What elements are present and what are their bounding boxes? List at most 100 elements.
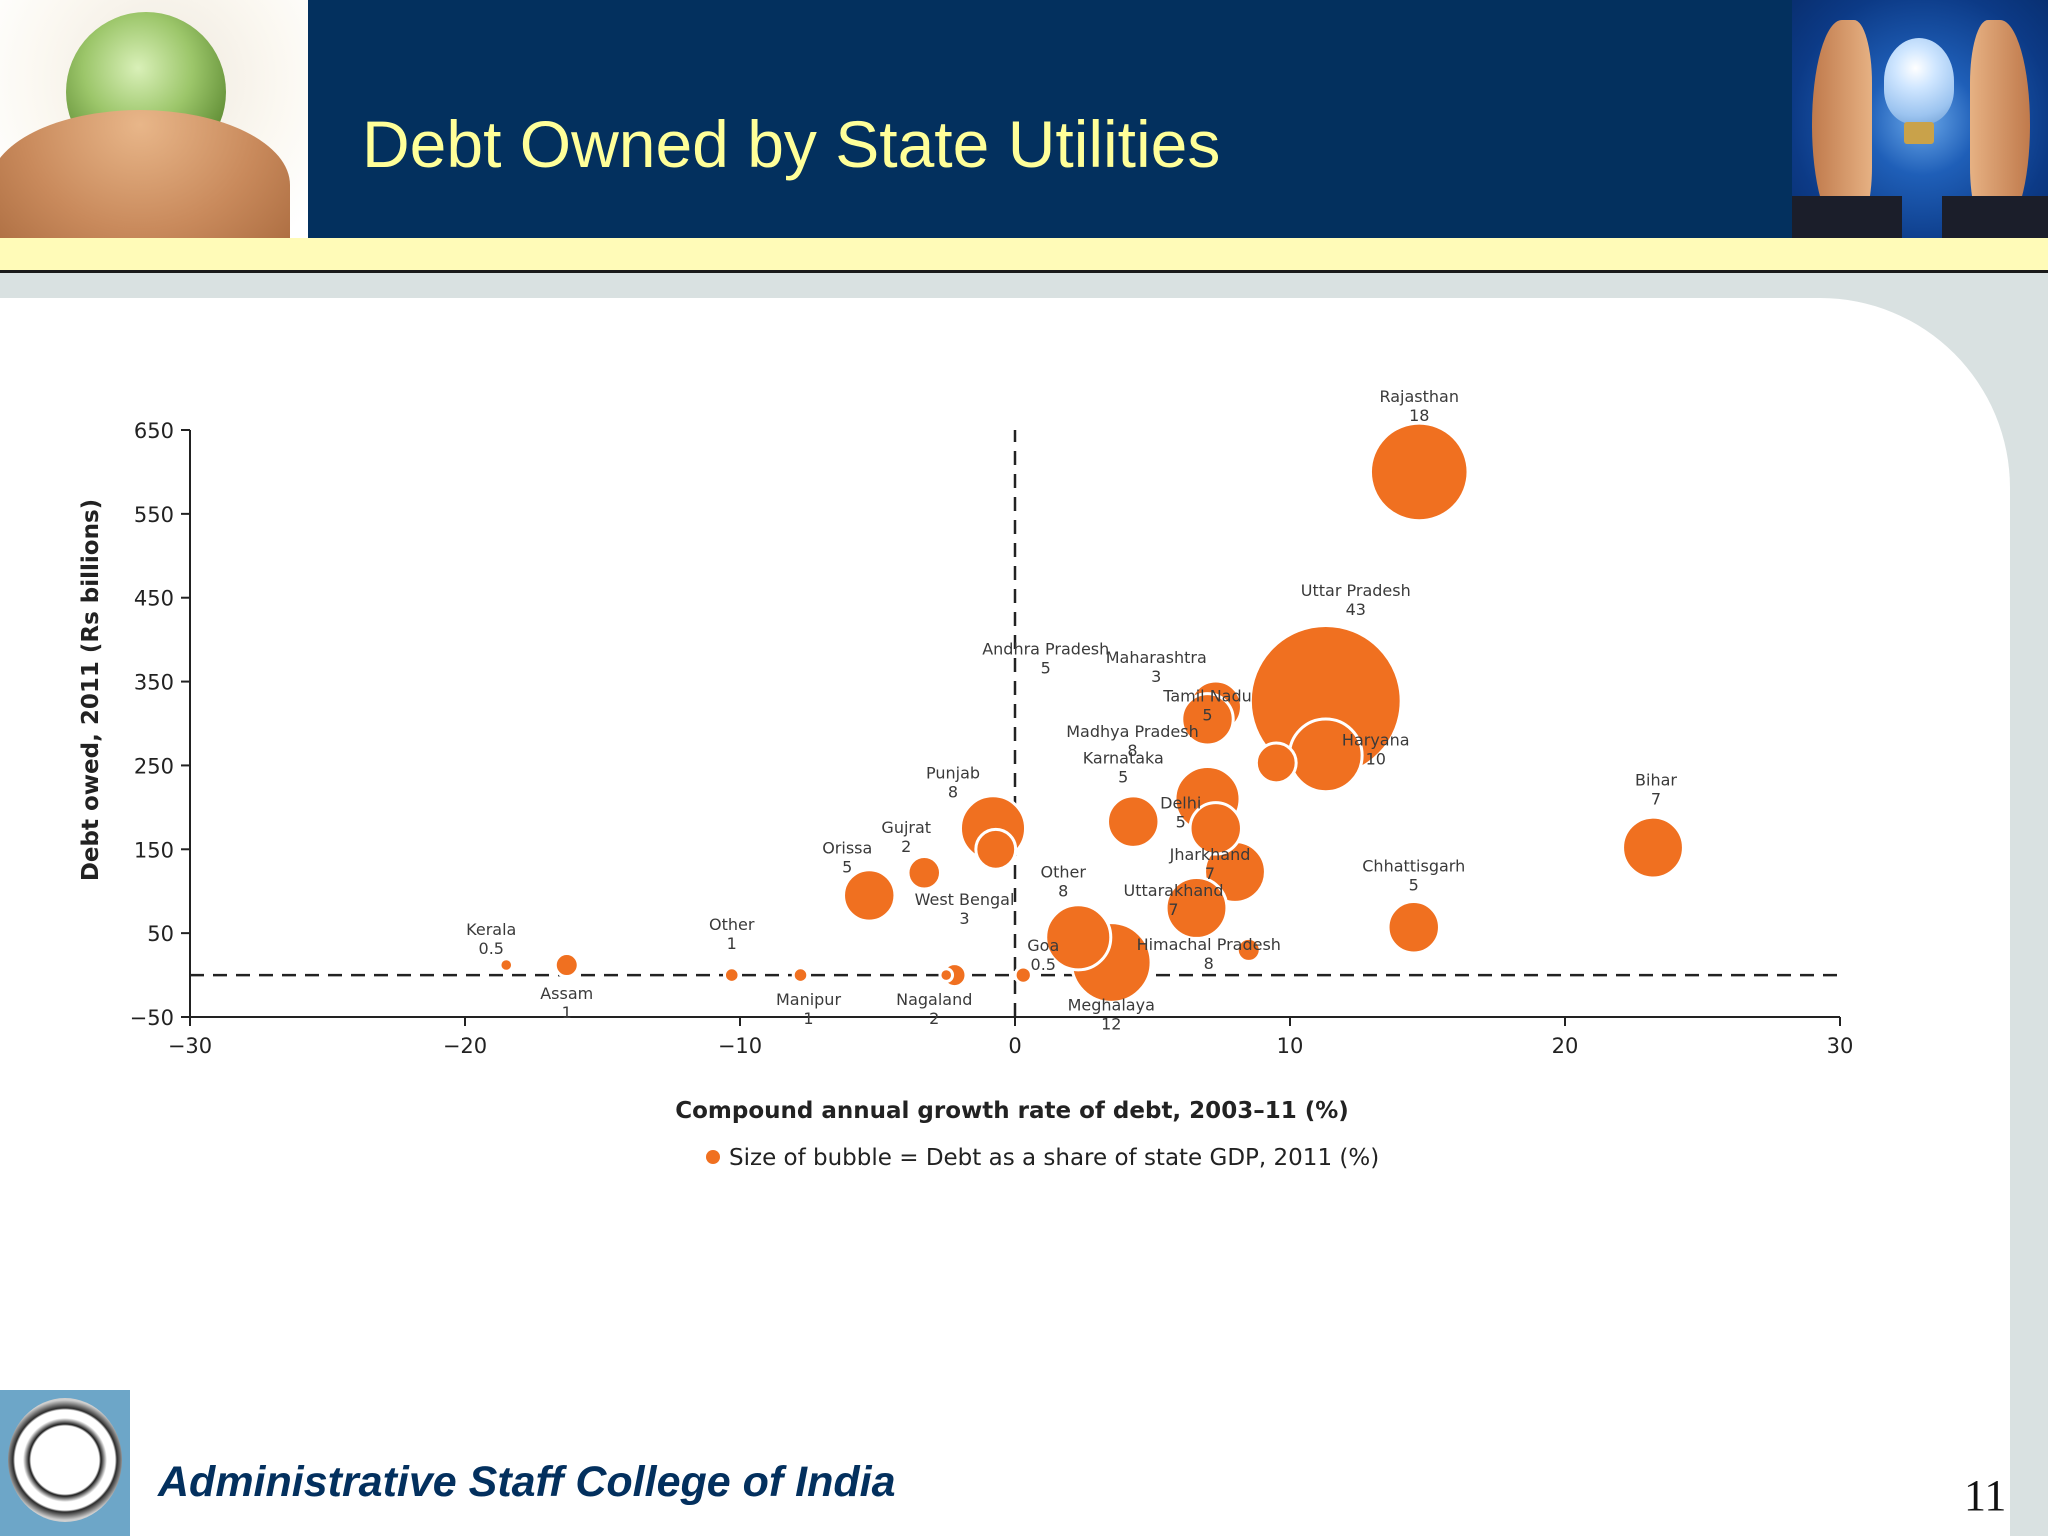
footer-college-name: Administrative Staff College of India bbox=[158, 1458, 896, 1506]
bubble-gujrat bbox=[906, 855, 943, 891]
bubble-label: Meghalaya bbox=[1068, 995, 1155, 1014]
bubble-label: Orissa bbox=[822, 838, 872, 857]
bubble-label: Haryana bbox=[1342, 730, 1410, 749]
bubble-value: 8 bbox=[1204, 954, 1214, 973]
x-tick-label: −10 bbox=[718, 1034, 762, 1058]
legend-bubble-icon bbox=[706, 1150, 720, 1164]
bubble-value: 3 bbox=[1151, 667, 1161, 686]
bubble-value: 0.5 bbox=[1031, 955, 1056, 974]
x-tick-label: −20 bbox=[443, 1034, 487, 1058]
y-tick-label: 50 bbox=[147, 922, 174, 946]
bubble-label: Chhattisgarh bbox=[1362, 856, 1465, 875]
header-divider bbox=[0, 238, 2048, 273]
slide-title: Debt Owned by State Utilities bbox=[362, 107, 1221, 181]
bubble-value: 2 bbox=[901, 837, 911, 856]
bubble-orissa bbox=[842, 868, 897, 923]
bubble-uttarakhand bbox=[1164, 876, 1229, 940]
y-tick-label: 450 bbox=[134, 587, 174, 611]
bubble-value: 8 bbox=[1127, 741, 1137, 760]
x-tick-label: 10 bbox=[1277, 1034, 1304, 1058]
x-tick-label: 20 bbox=[1552, 1034, 1579, 1058]
bubble-value: 8 bbox=[1058, 881, 1068, 900]
bubble-nagaland bbox=[938, 967, 955, 983]
bubble-label: Tamil Nadu bbox=[1162, 686, 1252, 705]
bubble-label: Delhi bbox=[1160, 793, 1201, 812]
bubble-label: Madhya Pradesh bbox=[1066, 722, 1199, 741]
x-tick-label: 0 bbox=[1008, 1034, 1021, 1058]
bubble-rajasthan bbox=[1368, 421, 1470, 523]
bubble-label: Punjab bbox=[926, 763, 980, 782]
y-tick-label: 150 bbox=[134, 838, 174, 862]
bubble-other bbox=[722, 966, 741, 984]
bubble-value: 5 bbox=[1176, 812, 1186, 831]
bubble-karnataka bbox=[1106, 794, 1161, 849]
bubble-value: 8 bbox=[948, 782, 958, 801]
bubble-chhattisgarh bbox=[1386, 900, 1441, 955]
bubble-value: 2 bbox=[929, 1009, 939, 1028]
bubble-label: Assam bbox=[540, 984, 593, 1003]
bubble-value: 1 bbox=[727, 934, 737, 953]
bubble-label: Goa bbox=[1027, 936, 1059, 955]
globe-in-hands-icon bbox=[0, 0, 308, 238]
bubble-label: Andhra Pradesh bbox=[982, 640, 1109, 659]
reference-lines bbox=[190, 430, 1840, 1017]
y-tick-label: −50 bbox=[130, 1006, 174, 1030]
bubble-value: 7 bbox=[1651, 790, 1661, 809]
bubble-manipur bbox=[791, 966, 810, 984]
bubble-label: Other bbox=[709, 915, 755, 934]
bubble-goa bbox=[1013, 965, 1033, 985]
bubble-value: 5 bbox=[1118, 768, 1128, 787]
bubble-value: 5 bbox=[842, 857, 852, 876]
bubble-value: 5 bbox=[1041, 659, 1051, 678]
y-tick-label: 550 bbox=[134, 503, 174, 527]
bubble-other bbox=[1044, 903, 1113, 972]
bubble-label: Other bbox=[1041, 862, 1087, 881]
bubble-tamil-nadu bbox=[1180, 692, 1235, 747]
y-axis-title: Debt owed, 2011 (Rs billions) bbox=[78, 499, 104, 881]
bubble-assam bbox=[553, 952, 580, 979]
bubble-delhi bbox=[1188, 801, 1243, 856]
bubble-kerala bbox=[498, 957, 515, 973]
bubbles bbox=[498, 421, 1685, 1004]
bubble-value: 0.5 bbox=[479, 939, 504, 958]
y-tick-label: 650 bbox=[134, 419, 174, 443]
bubble-label: Kerala bbox=[466, 920, 516, 939]
bubble-value: 10 bbox=[1366, 749, 1386, 768]
x-tick-label: 30 bbox=[1827, 1034, 1854, 1058]
bubble-value: 43 bbox=[1346, 600, 1366, 619]
bubble-bihar bbox=[1621, 815, 1685, 880]
bubble-value: 5 bbox=[1202, 705, 1212, 724]
bubble-label: Jharkhand bbox=[1169, 845, 1251, 864]
bubble-value: 5 bbox=[1409, 875, 1419, 894]
bubble-himachal-pradesh bbox=[1235, 936, 1262, 963]
bubble-label: West Bengal bbox=[915, 890, 1015, 909]
y-tick-label: 350 bbox=[134, 671, 174, 695]
bubble-label: Karnataka bbox=[1083, 749, 1164, 768]
bubble-label: Rajasthan bbox=[1379, 387, 1459, 406]
bubble-value: 7 bbox=[1205, 864, 1215, 883]
bubble-value: 18 bbox=[1409, 406, 1429, 425]
bubble-value: 12 bbox=[1101, 1014, 1121, 1033]
bubble-label: Gujrat bbox=[881, 818, 931, 837]
bubble-label: Uttarakhand bbox=[1124, 881, 1224, 900]
bubble-label: Himachal Pradesh bbox=[1137, 935, 1281, 954]
bubble-punjab bbox=[974, 827, 1018, 871]
bubble-label: Maharashtra bbox=[1106, 648, 1207, 667]
page-number: 11 bbox=[1964, 1471, 2007, 1520]
bubble-value: 3 bbox=[959, 909, 969, 928]
bubble-value: 1 bbox=[803, 1009, 813, 1028]
y-tick-label: 250 bbox=[134, 754, 174, 778]
x-axis-title: Compound annual growth rate of debt, 200… bbox=[675, 1098, 1349, 1124]
bubble-value: 1 bbox=[562, 1003, 572, 1022]
content-panel bbox=[0, 298, 2010, 1536]
legend-text: Size of bubble = Debt as a share of stat… bbox=[729, 1145, 1379, 1171]
bubble-label: Nagaland bbox=[896, 990, 972, 1009]
bubble-maharashtra bbox=[1254, 741, 1298, 785]
slide-header: Debt Owned by State Utilities bbox=[0, 0, 2048, 238]
bubble-label: Uttar Pradesh bbox=[1301, 581, 1411, 600]
chart-axes: −30 −20 −10 0 10 20 30 650 550 450 350 250 150 50 −50 bbox=[130, 419, 1854, 1058]
bubble-label: Manipur bbox=[776, 990, 841, 1009]
bubble-value: 7 bbox=[1168, 900, 1178, 919]
